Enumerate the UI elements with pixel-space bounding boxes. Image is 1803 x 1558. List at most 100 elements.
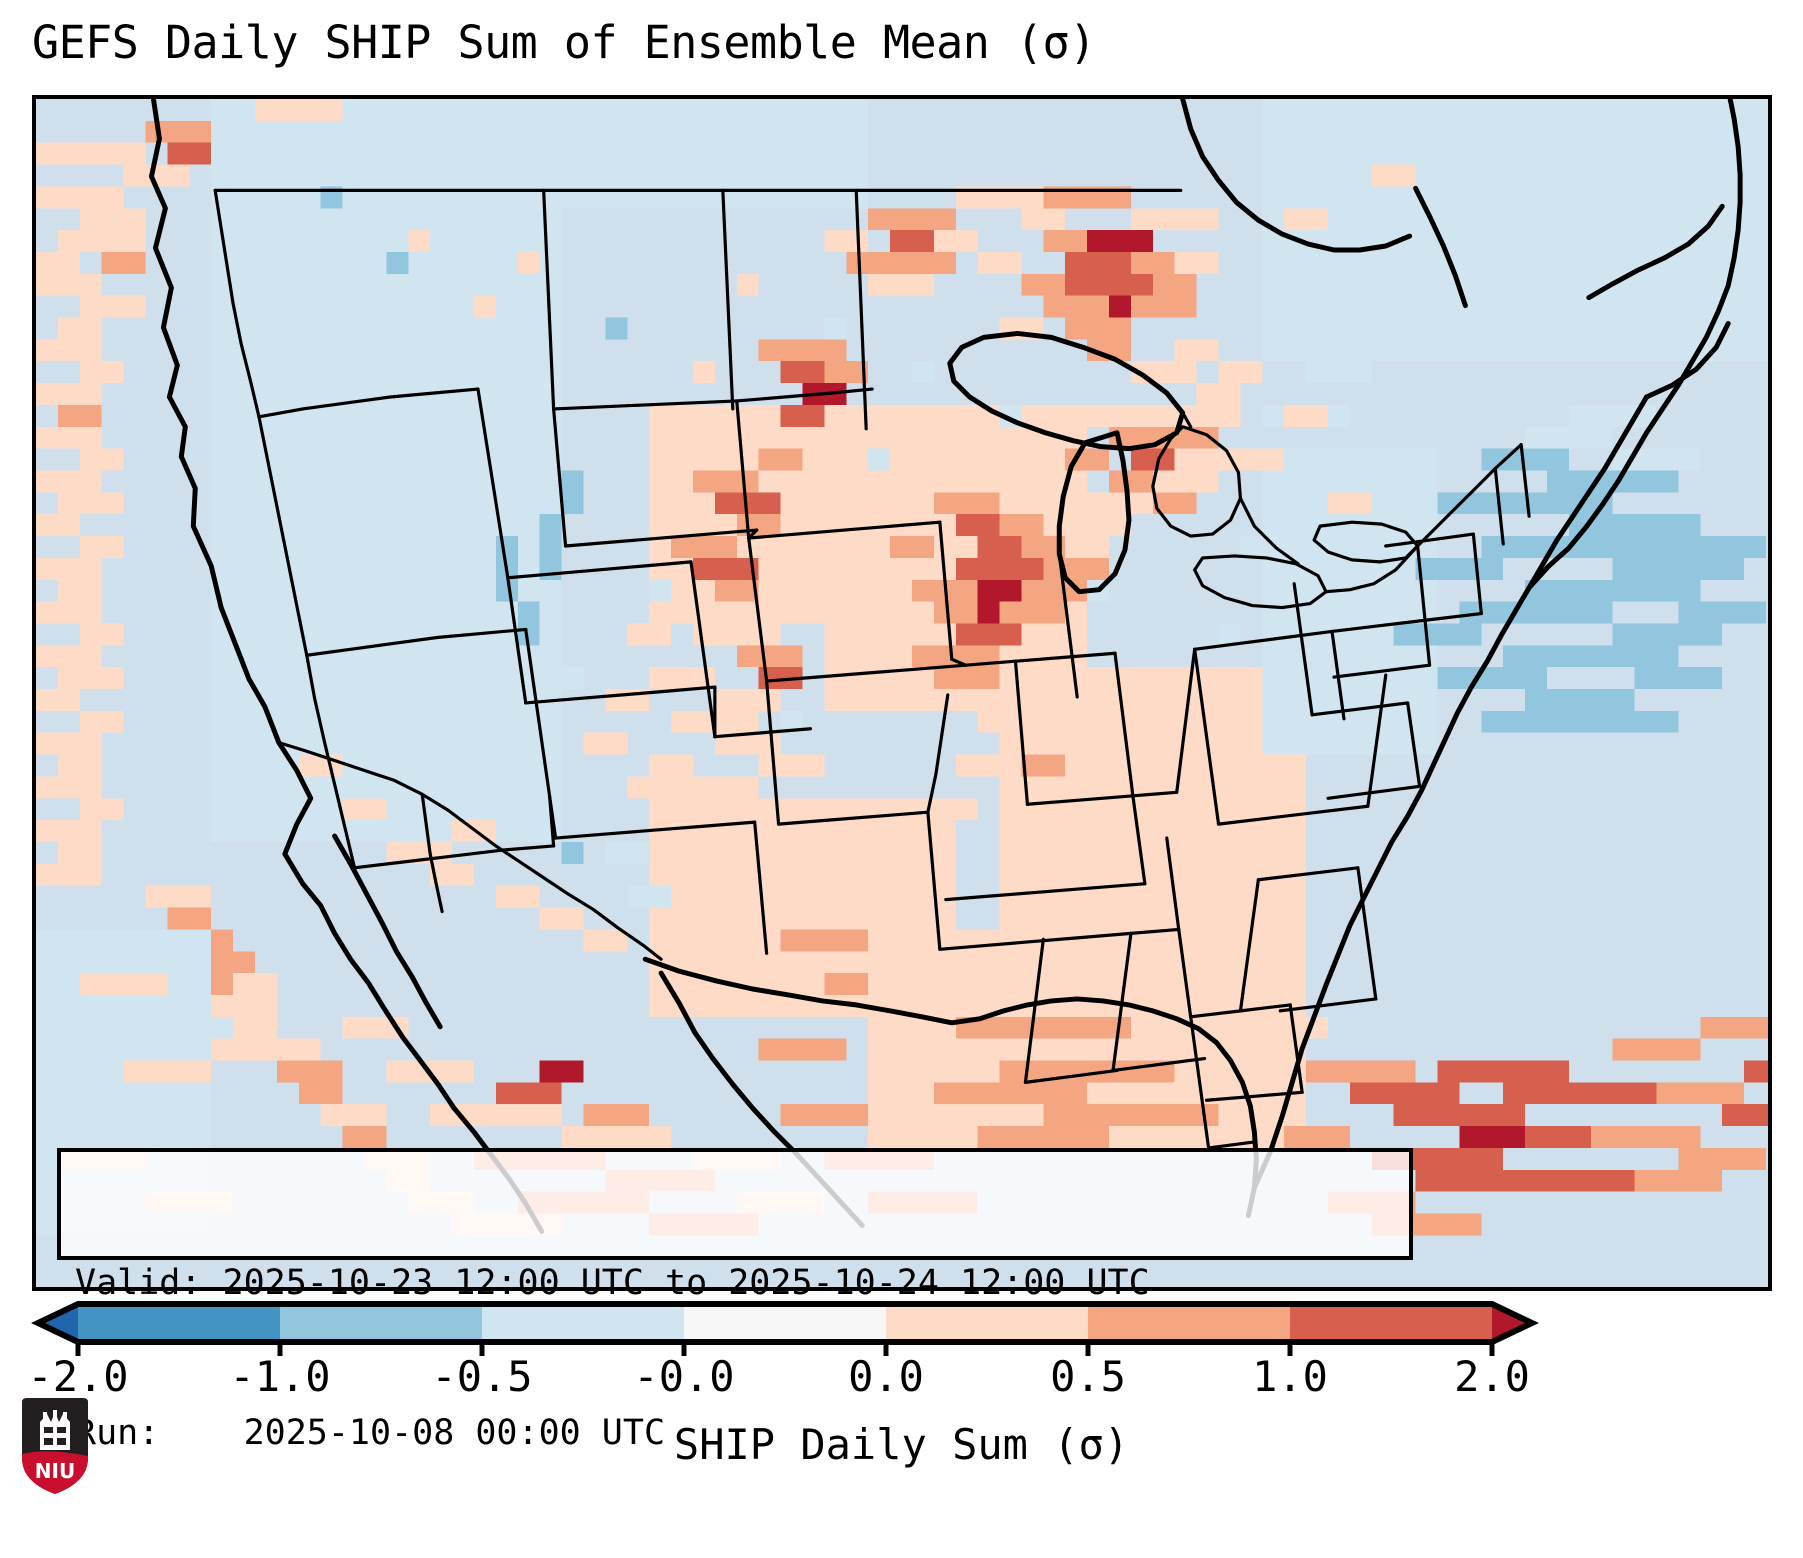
grid-cell [1634,1169,1723,1192]
grid-cell [36,1082,212,1105]
political-boundary [506,576,528,705]
grid-cell [1525,230,1591,252]
political-boundary [1519,443,1531,518]
grid-cell [1262,99,1768,121]
grid-cell [649,754,693,777]
political-boundary [1416,544,1432,667]
grid-cell [36,470,102,493]
grid-cell [955,754,1000,777]
grid-cell [57,317,102,340]
grid-cell [999,667,1307,690]
grid-cell [36,1038,212,1061]
grid-cell [79,623,124,646]
grid-cell [1218,623,1241,646]
colorbar[interactable] [0,1296,1803,1356]
grid-cell [955,623,1022,646]
grid-cell [1612,273,1679,296]
grid-cell [999,820,1307,842]
grid-cell [1021,1038,1153,1061]
grid-cell [36,645,102,668]
grid-cell [1262,514,1438,537]
political-boundary [305,653,357,870]
figure-root: GEFS Daily SHIP Sum of Ensemble Mean (σ)… [0,16,1803,1494]
grid-cell [758,667,803,690]
coastline [642,956,1259,1218]
grid-cell [758,1038,847,1061]
grid-cell [211,514,562,537]
colorbar-segment [684,1304,887,1342]
grid-cell [101,1104,168,1127]
grid-cell [1130,798,1219,821]
grid-cell [1043,295,1110,318]
political-boundary [1256,866,1360,882]
grid-cell [342,1126,387,1148]
grid-cell [1481,710,1591,733]
grid-cell [211,120,869,143]
grid-cell [36,383,102,405]
colorbar-svg[interactable] [0,1296,1803,1356]
grid-cell [758,754,825,777]
grid-cell [736,273,759,296]
grid-cell [36,514,80,537]
colorbar-segment [1088,1304,1291,1342]
grid-cell [1262,645,1438,668]
grid-cell [714,689,781,711]
political-boundary [721,188,735,411]
grid-cell [211,689,562,711]
grid-cell [36,776,102,799]
grid-cell [167,1016,234,1039]
political-boundary [548,794,556,848]
political-boundary [1330,611,1483,634]
grid-cell [1152,470,1219,493]
grid-cell [1744,1060,1768,1083]
grid-cell [999,689,1307,711]
grid-cell [36,689,80,711]
grid-cell [1262,208,1768,231]
grid-cell [211,142,869,165]
grid-cell [298,754,343,777]
map-panel [32,95,1772,1291]
grid-cell [36,339,102,362]
political-boundary [765,663,968,683]
grid-cell [211,601,562,624]
grid-cell [145,885,212,908]
political-boundary [1238,878,1260,1013]
grid-cell [1568,186,1657,209]
political-boundary [1151,425,1243,538]
grid-cell [758,339,803,362]
coastline [1180,99,1413,253]
political-boundary [1175,647,1197,794]
grid-cell [692,361,715,384]
political-boundary [938,927,1181,951]
grid-cell [233,973,277,995]
political-boundary [1366,673,1388,808]
political-boundary [1288,1003,1304,1094]
political-boundary [1206,1140,1256,1150]
grid-cell [211,557,562,580]
grid-cell [1174,448,1241,471]
grid-cell [167,907,212,930]
political-boundary [1181,411,1193,429]
grid-cell [233,1016,277,1039]
coastline [1644,321,1731,400]
grid-cell [57,841,102,864]
grid-cell [211,339,562,362]
grid-cell [211,951,255,974]
grid-cell [79,295,146,318]
grid-cell [1087,754,1175,777]
grid-cell [1656,536,1767,558]
grid-cell [167,142,212,165]
grid-cell [692,623,781,646]
grid-cell [1437,492,1613,515]
grid-cell [36,1126,212,1148]
grid-cell [911,645,1000,668]
grid-cell [276,1060,343,1083]
political-boundary [476,387,510,580]
run-time-line: Run: 2025-10-08 00:00 UTC [75,1413,666,1453]
coastline [1251,394,1650,1191]
grid-cell [1262,186,1768,209]
grid-cell [57,754,102,777]
grid-cell [714,732,781,755]
grid-cell [430,863,474,886]
grid-cell [211,710,562,733]
